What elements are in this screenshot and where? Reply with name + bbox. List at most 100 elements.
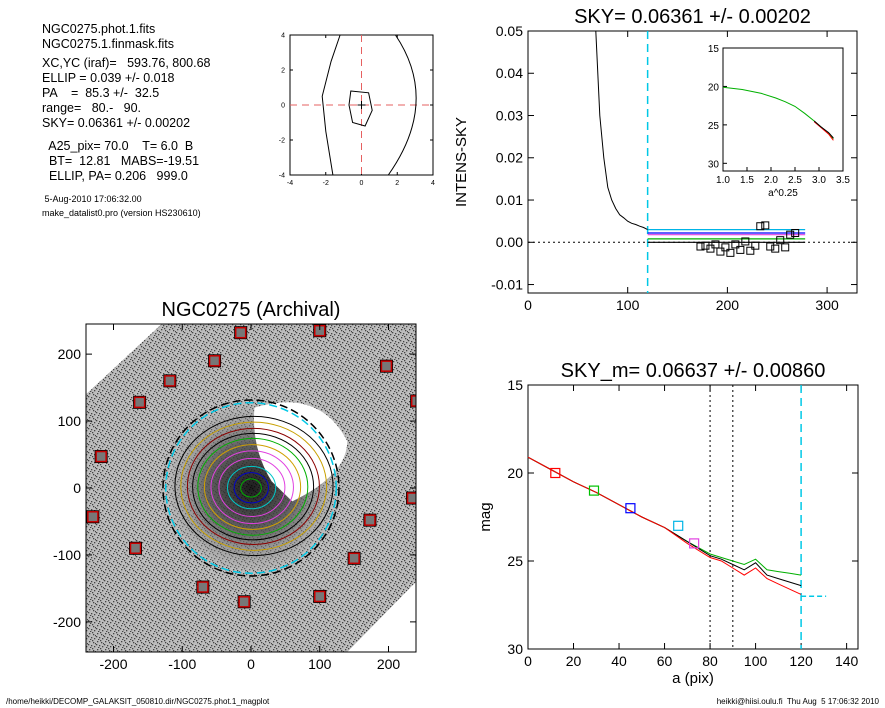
timestamp: 5-Aug-2010 17:06:32.00 (42, 194, 142, 204)
masked-star (129, 541, 142, 555)
sky-sample-point (781, 243, 790, 252)
contour-left (321, 34, 341, 176)
masked-star (196, 580, 210, 594)
sky-sample-point (706, 244, 715, 253)
x-tick-label: 100 (744, 653, 768, 669)
sky-sample-point (716, 247, 725, 256)
x-tick-label: 4 (431, 180, 435, 187)
x-tick-label: 3.5 (836, 175, 850, 186)
y-tick-label: 30 (708, 159, 720, 170)
info-line: ELLIP, PA= 0.206 999.0 (42, 169, 188, 183)
y-tick-label: 200 (58, 346, 82, 362)
isophote-ellipse (180, 421, 328, 551)
sky-sample-point (776, 236, 785, 245)
sky-sample-point (731, 240, 740, 249)
contour-plot: -4 -2 0 2 4 -4 -2 0 2 4 (279, 32, 435, 187)
y-tick-label: 15 (507, 377, 523, 393)
masked-star-outline (234, 326, 247, 339)
isophote-ellipse (210, 450, 294, 525)
sky-sample-point (751, 241, 760, 250)
y-tick-label: 25 (507, 553, 523, 569)
sky-sample-point (736, 245, 745, 254)
masked-star (163, 374, 177, 388)
masked-star-outline (164, 375, 176, 387)
info-line: NGC0275.1.finmask.fits (42, 37, 174, 51)
masked-star (363, 513, 377, 527)
x-tick-label: 2 (395, 180, 399, 187)
x-tick-label: -4 (287, 180, 293, 187)
masked-star (133, 395, 147, 409)
mag-profile-line (527, 456, 802, 595)
y-tick-label: -2 (279, 137, 285, 144)
masked-star (237, 595, 251, 609)
x-tick-label: 0 (524, 653, 532, 669)
sky-sample-point (726, 248, 735, 257)
chart-title: NGC0275 (Archival) (162, 299, 341, 321)
y-axis-label: INTENS-SKY (453, 117, 470, 207)
masked-star (379, 359, 393, 373)
sky-circle (165, 402, 337, 574)
info-line: NGC0275.phot.1.fits (42, 22, 156, 36)
y-tick-label: -0.01 (491, 276, 523, 292)
info-panel: NGC0275.phot.1.fits NGC0275.1.finmask.fi… (42, 22, 211, 220)
masked-star-outline (380, 360, 393, 372)
sky-circle (162, 399, 340, 577)
y-tick-label: -4 (279, 172, 285, 179)
y-tick-label: -100 (53, 547, 81, 563)
isophote-ellipse (240, 478, 262, 498)
y-tick-label: 15 (708, 44, 720, 55)
x-tick-label: 200 (377, 656, 401, 672)
x-axis-label: a (pix) (672, 670, 714, 687)
x-tick-label: 60 (657, 653, 673, 669)
sky-sample-point (711, 240, 720, 249)
y-tick-label: 100 (58, 413, 82, 429)
x-tick-label: 2.0 (764, 175, 778, 186)
outside-corner (86, 324, 162, 395)
x-tick-label: -2 (323, 180, 329, 187)
info-line: XC,YC (iraf)= 593.76, 800.68 (42, 56, 211, 70)
isophote-ellipse (218, 457, 286, 517)
masked-star-outline (197, 581, 209, 593)
masked-star-outline (364, 514, 376, 526)
x-tick-label: 200 (716, 297, 740, 313)
sky-sample-point (746, 246, 755, 255)
masked-star-outline (129, 542, 142, 554)
masked-star (86, 510, 100, 524)
y-tick-label: 0.04 (496, 65, 523, 81)
x-tick-label: 3.0 (812, 175, 826, 186)
isophote-ellipse (233, 472, 269, 504)
x-tick-label: -200 (99, 656, 127, 672)
y-tick-label: 20 (708, 82, 720, 93)
isophote-ellipse (174, 415, 334, 557)
y-tick-label: 0 (73, 480, 81, 496)
inset-series-line (813, 120, 834, 139)
sky-sample-point (786, 230, 795, 239)
y-tick-label: 0.05 (496, 23, 523, 39)
outside-corner (347, 581, 416, 652)
profile-marker (625, 503, 636, 514)
y-tick-label: 0.01 (496, 192, 523, 208)
image-layer (86, 324, 416, 652)
isophote-ellipse (186, 427, 320, 545)
y-tick-label: 2 (281, 67, 285, 74)
isophote-ellipse (227, 465, 277, 510)
y-tick-label: 0.00 (496, 234, 523, 250)
footer-user: heikki@hiisi.oulu.fi Thu Aug 5 17:06:32 … (716, 697, 879, 706)
masked-star-outline (208, 355, 221, 367)
y-tick-label: 20 (507, 465, 523, 481)
masked-star (208, 354, 222, 368)
plot-frame (527, 30, 858, 294)
y-tick-label: 30 (507, 641, 523, 657)
sky-sample-point (756, 222, 765, 231)
x-axis-label: a^0.25 (768, 188, 798, 199)
inset-plot: 1.0 1.5 2.0 2.5 3.0 3.5 15 20 25 30 a^0.25 (708, 44, 851, 199)
contour-right (387, 34, 417, 176)
masked-star-outline (87, 511, 99, 523)
mag-profile-line (527, 456, 802, 576)
sky-sample-point (696, 242, 705, 251)
y-tick-label: 0.02 (496, 150, 523, 166)
masked-star-outline (314, 590, 326, 603)
x-tick-label: 2.5 (788, 175, 802, 186)
profile-marker (550, 467, 561, 479)
